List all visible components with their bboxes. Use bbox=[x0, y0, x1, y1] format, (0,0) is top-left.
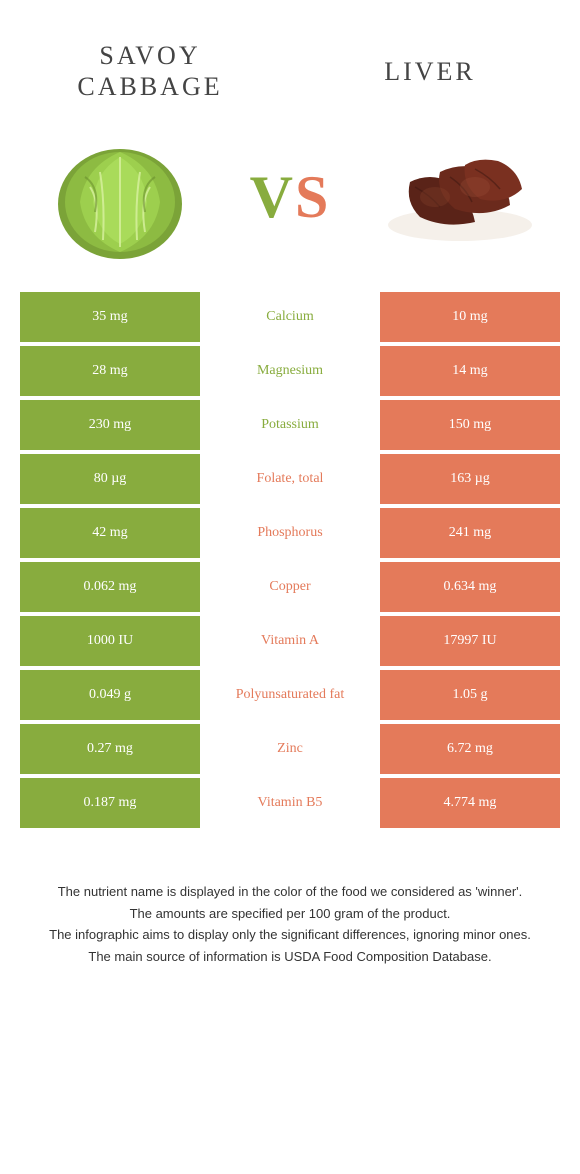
left-value: 42 mg bbox=[20, 508, 200, 558]
right-value: 0.634 mg bbox=[380, 562, 560, 612]
nutrient-table: 35 mgCalcium10 mg28 mgMagnesium14 mg230 … bbox=[0, 292, 580, 828]
nutrient-row: 80 µgFolate, total163 µg bbox=[20, 454, 560, 504]
right-value: 6.72 mg bbox=[380, 724, 560, 774]
nutrient-label: Polyunsaturated fat bbox=[200, 670, 380, 720]
nutrient-label: Folate, total bbox=[200, 454, 380, 504]
footnote-line: The amounts are specified per 100 gram o… bbox=[30, 904, 550, 924]
nutrient-label: Vitamin A bbox=[200, 616, 380, 666]
left-value: 0.062 mg bbox=[20, 562, 200, 612]
nutrient-row: 0.27 mgZinc6.72 mg bbox=[20, 724, 560, 774]
left-value: 28 mg bbox=[20, 346, 200, 396]
right-value: 4.774 mg bbox=[380, 778, 560, 828]
right-value: 1.05 g bbox=[380, 670, 560, 720]
right-value: 241 mg bbox=[380, 508, 560, 558]
right-value: 14 mg bbox=[380, 346, 560, 396]
cabbage-image bbox=[40, 132, 200, 262]
nutrient-row: 230 mgPotassium150 mg bbox=[20, 400, 560, 450]
nutrient-row: 42 mgPhosphorus241 mg bbox=[20, 508, 560, 558]
right-value: 163 µg bbox=[380, 454, 560, 504]
nutrient-label: Potassium bbox=[200, 400, 380, 450]
nutrient-label: Calcium bbox=[200, 292, 380, 342]
nutrient-row: 35 mgCalcium10 mg bbox=[20, 292, 560, 342]
title-left: SAVOY CABBAGE bbox=[60, 40, 240, 102]
nutrient-row: 0.062 mgCopper0.634 mg bbox=[20, 562, 560, 612]
vs-s: S bbox=[295, 164, 330, 230]
left-value: 35 mg bbox=[20, 292, 200, 342]
images-row: VS bbox=[0, 122, 580, 292]
left-value: 0.187 mg bbox=[20, 778, 200, 828]
footnote-line: The nutrient name is displayed in the co… bbox=[30, 882, 550, 902]
footnote-line: The main source of information is USDA F… bbox=[30, 947, 550, 967]
nutrient-label: Phosphorus bbox=[200, 508, 380, 558]
footnote-line: The infographic aims to display only the… bbox=[30, 925, 550, 945]
right-value: 17997 IU bbox=[380, 616, 560, 666]
left-value: 80 µg bbox=[20, 454, 200, 504]
nutrient-label: Magnesium bbox=[200, 346, 380, 396]
nutrient-label: Zinc bbox=[200, 724, 380, 774]
left-value: 0.27 mg bbox=[20, 724, 200, 774]
liver-image bbox=[380, 132, 540, 262]
nutrient-label: Vitamin B5 bbox=[200, 778, 380, 828]
left-value: 230 mg bbox=[20, 400, 200, 450]
nutrient-row: 0.049 gPolyunsaturated fat1.05 g bbox=[20, 670, 560, 720]
left-value: 1000 IU bbox=[20, 616, 200, 666]
right-value: 150 mg bbox=[380, 400, 560, 450]
nutrient-row: 0.187 mgVitamin B54.774 mg bbox=[20, 778, 560, 828]
nutrient-row: 28 mgMagnesium14 mg bbox=[20, 346, 560, 396]
left-value: 0.049 g bbox=[20, 670, 200, 720]
title-right: LIVER bbox=[340, 56, 520, 87]
vs-v: V bbox=[250, 164, 295, 230]
nutrient-row: 1000 IUVitamin A17997 IU bbox=[20, 616, 560, 666]
right-value: 10 mg bbox=[380, 292, 560, 342]
nutrient-label: Copper bbox=[200, 562, 380, 612]
vs-label: VS bbox=[250, 163, 331, 232]
header: SAVOY CABBAGE LIVER bbox=[0, 0, 580, 122]
footnotes: The nutrient name is displayed in the co… bbox=[0, 832, 580, 988]
